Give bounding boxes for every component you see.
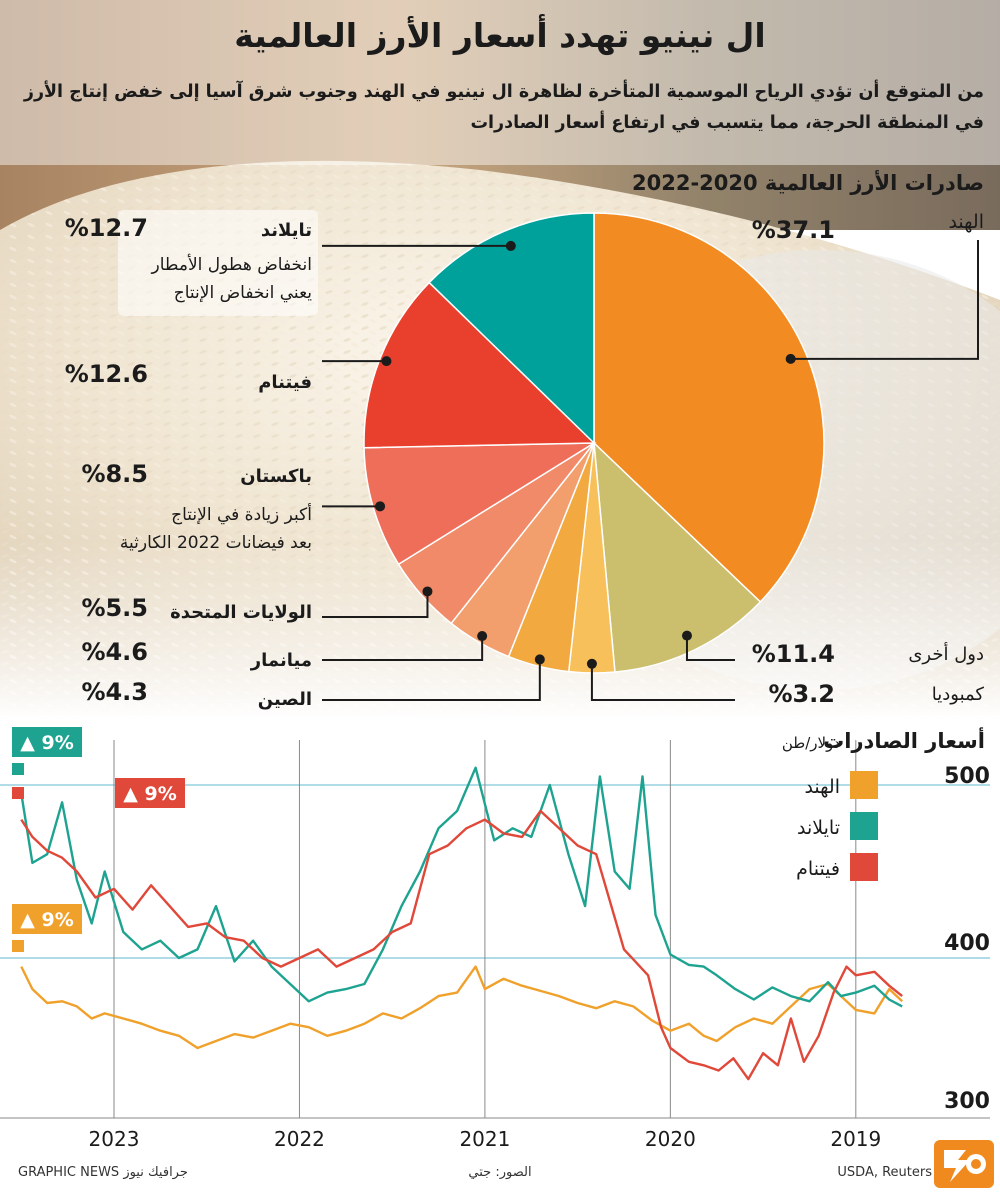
pie-value-india: %37.1 — [752, 216, 835, 244]
pie-value-myanmar: %4.6 — [81, 638, 148, 666]
change-badge-text-india: ▲ 9% — [20, 909, 73, 931]
line-chart-unit: دولار/طن — [782, 734, 840, 752]
change-marker-india — [12, 940, 24, 952]
legend-label-vietnam: فيتنام — [796, 858, 840, 880]
leader-line-myanmar — [322, 636, 484, 661]
legend-label-thailand: تايلاند — [797, 817, 840, 839]
footer-photo: الصور: جتي — [468, 1165, 531, 1180]
pie-value-china: %4.3 — [81, 678, 148, 706]
leader-dot-pakistan — [375, 501, 386, 512]
x-tick-label-2021: 2021 — [459, 1127, 510, 1151]
series-line-vietnam — [20, 809, 903, 1081]
legend-swatch-vietnam — [850, 853, 878, 881]
legend-swatch-india — [850, 771, 878, 799]
pie-label-other: دول أخرى — [908, 642, 984, 665]
x-tick-label-2023: 2023 — [89, 1127, 140, 1151]
change-badge-vietnam — [115, 778, 185, 808]
thailand-note-box — [118, 210, 318, 316]
pie-label-india: الهند — [948, 211, 984, 233]
x-tick-label-2019: 2019 — [830, 1127, 881, 1151]
pie-label-cambodia: كمبوديا — [932, 684, 985, 705]
pie-label-thailand: تايلاند — [261, 220, 312, 241]
pie-slice-pakistan — [363, 442, 597, 566]
logo-mark — [934, 1140, 994, 1188]
leader-line-usa — [322, 591, 429, 618]
pie-value-vietnam: %12.6 — [65, 360, 148, 388]
pie-label-usa: الولايات المتحدة — [170, 602, 312, 623]
leader-dot-cambodia — [586, 658, 597, 669]
pie-slice-other — [593, 441, 762, 673]
page-subtitle-line2: في المنطقة الحرجة، مما يتسبب في ارتفاع أ… — [470, 111, 984, 133]
leader-dot-usa — [422, 586, 433, 597]
pie-label-vietnam: فيتنام — [258, 372, 312, 393]
y-tick-label-500: 500 — [944, 764, 990, 789]
change-badge-text-thailand: ▲ 9% — [20, 732, 73, 754]
legend-label-india: الهند — [804, 776, 840, 798]
pie-label-pakistan: باكستان — [240, 466, 312, 487]
leader-line-india — [790, 240, 979, 360]
series-line-india — [20, 965, 904, 1050]
page-title: ال نينيو تهدد أسعار الأرز العالمية — [234, 14, 765, 56]
leader-dot-myanmar — [477, 631, 488, 642]
pie-slice-india — [593, 212, 825, 603]
change-badge-thailand — [12, 727, 82, 757]
line-chart: 300 400 500 2019 2020 2021 2022 2023 الهند تايلان… — [0, 727, 990, 1151]
pie-value-thailand: %12.7 — [65, 214, 148, 242]
change-badge-text-vietnam: ▲ 9% — [123, 783, 176, 805]
pie-value-other: %11.4 — [752, 640, 835, 668]
change-badge-india — [12, 904, 82, 934]
change-marker-thailand — [12, 763, 24, 775]
footer-credit: GRAPHIC NEWS جرافيك نيوز — [18, 1165, 188, 1180]
leader-line-other — [685, 635, 735, 661]
leader-dot-other — [681, 630, 692, 641]
page-subtitle-line1: من المتوقع أن تؤدي الرياح الموسمية المتأ… — [23, 79, 984, 102]
x-tick-label-2022: 2022 — [274, 1127, 325, 1151]
change-marker-vietnam — [12, 787, 24, 799]
pie-value-pakistan: %8.5 — [81, 460, 148, 488]
leader-dot-thailand — [505, 240, 516, 251]
pie-slice-vietnam — [363, 281, 596, 449]
pie-title: صادرات الأرز العالمية 2020-2022 — [632, 169, 984, 195]
x-tick-label-2020: 2020 — [645, 1127, 696, 1151]
pie-labels: الهند %37.1 دول أخرى %11.4 كمبوديا %3.2 الصين%… — [65, 210, 985, 710]
pie-note-thailand-1: انخفاض هطول الأمطار — [151, 254, 312, 275]
leader-line-cambodia — [590, 663, 735, 701]
y-tick-label-400: 400 — [944, 931, 990, 956]
legend-swatch-thailand — [850, 812, 878, 840]
pie-chart — [363, 212, 825, 674]
leader-dot-china — [534, 654, 545, 665]
series-line-thailand — [20, 766, 903, 1008]
pie-note-pakistan-1: أكبر زيادة في الإنتاج — [171, 503, 312, 525]
pie-note-thailand-2: يعني انخفاض الإنتاج — [174, 283, 313, 303]
pie-label-china: الصين — [258, 689, 312, 710]
pie-label-myanmar: ميانمار — [250, 650, 312, 671]
leader-line-china — [322, 659, 541, 701]
leader-dot-vietnam — [381, 356, 392, 367]
pie-value-cambodia: %3.2 — [768, 680, 835, 708]
pie-note-pakistan-2: بعد فيضانات 2022 الكارثية — [120, 533, 312, 553]
leader-dot-india — [785, 353, 796, 364]
pie-value-usa: %5.5 — [81, 594, 148, 622]
y-tick-label-300: 300 — [944, 1089, 990, 1114]
pie-slice-thailand — [428, 212, 595, 445]
line-chart-title: أسعار الصادرات — [823, 726, 985, 753]
